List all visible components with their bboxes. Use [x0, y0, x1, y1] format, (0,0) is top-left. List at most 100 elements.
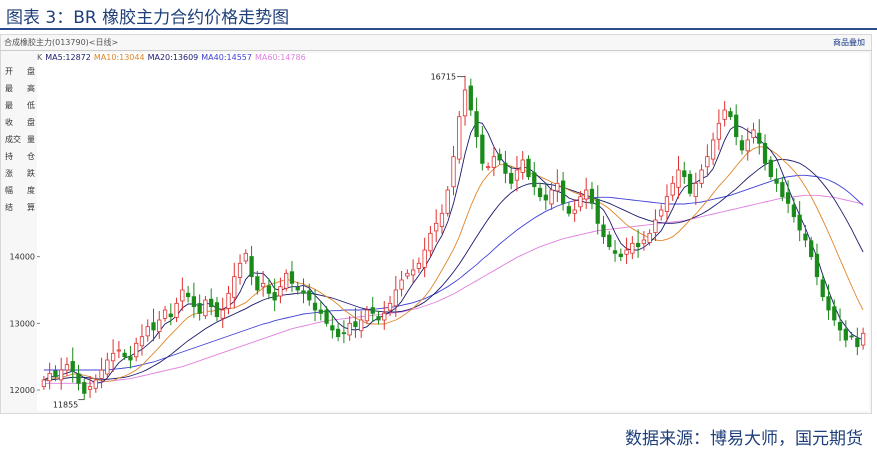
legend-entry: MA20:13609 [147, 53, 199, 62]
side-panel-label: 高 [27, 84, 35, 93]
candle-body [572, 209, 577, 214]
ma-line-ma5 [43, 121, 864, 384]
candle-body [578, 196, 583, 208]
candle-body [641, 239, 647, 244]
side-panel-item[interactable]: 最高 [5, 83, 35, 100]
candle-body [555, 182, 560, 192]
candle-body [347, 322, 352, 336]
candle-body [278, 286, 283, 297]
candle-body [768, 159, 773, 178]
side-panel-item[interactable]: 涨跌 [5, 168, 35, 185]
candle-body [457, 116, 462, 160]
candle-body [814, 253, 820, 278]
candle-body [76, 373, 81, 384]
candle-body [105, 359, 110, 375]
candle-body [520, 159, 525, 173]
candle-body [307, 290, 312, 301]
candle-body [497, 153, 502, 161]
high-annotation: 16715 [431, 73, 456, 82]
side-panel-item[interactable]: 成交量 [5, 134, 35, 151]
candle-body [612, 250, 618, 254]
candle-body [509, 172, 514, 184]
candle-body [820, 279, 825, 298]
candle-body [751, 129, 756, 138]
commodity-overlay-button[interactable]: 商品叠加 [833, 38, 865, 47]
candle-body [185, 292, 191, 298]
side-panel-label: 仓 [27, 152, 35, 161]
candle-body [410, 269, 416, 276]
candle-body [826, 296, 831, 311]
candle-body [532, 172, 537, 188]
candle-body [710, 139, 716, 160]
candle-body [393, 289, 398, 307]
candle-body [774, 178, 779, 184]
low-annotation: 11855 [53, 401, 78, 410]
candle-body [439, 212, 445, 227]
candle-body [295, 286, 300, 291]
candle-body [734, 114, 739, 138]
side-panel-label: 跌 [27, 169, 35, 178]
candle-body [803, 233, 808, 241]
candle-body [451, 156, 456, 188]
candle-body [376, 316, 381, 321]
candle-body [676, 169, 681, 188]
side-panel-label: 持 [5, 152, 13, 161]
side-panel-item[interactable]: 最低 [5, 100, 35, 117]
candle-body [41, 379, 47, 388]
candle-body [843, 328, 848, 341]
side-panel-label: 最 [5, 84, 13, 93]
candle-body [728, 111, 733, 118]
candle-body [405, 272, 410, 277]
candle-body [128, 356, 133, 361]
side-panel-label: 盘 [27, 67, 35, 76]
y-tick-label: 13000 [10, 319, 35, 328]
candle-body [647, 232, 652, 243]
candle-body [514, 169, 520, 181]
figure-title: 图表 3：BR 橡胶主力合约价格走势图 [6, 8, 290, 28]
candle-body [849, 335, 854, 338]
candle-body [249, 256, 254, 278]
candle-body [301, 290, 306, 294]
candle-body [168, 313, 173, 318]
y-tick-label: 14000 [10, 253, 35, 262]
side-panel-label: 量 [27, 135, 35, 144]
candle-body [785, 192, 791, 204]
side-panel-label: 幅 [5, 186, 13, 195]
candle-body [203, 299, 208, 317]
candle-body [209, 298, 214, 308]
side-panel-item[interactable]: 开盘 [5, 66, 35, 83]
candle-body [341, 332, 347, 335]
side-panel-item[interactable]: 持仓 [5, 151, 35, 168]
candle-body [832, 306, 837, 321]
candle-body [624, 249, 629, 255]
candle-body [387, 302, 393, 311]
candle-body [226, 292, 231, 309]
candle-body [87, 386, 93, 390]
candle-body [560, 180, 566, 204]
candle-body [272, 292, 277, 301]
candle-body [370, 307, 375, 314]
candle-body [682, 170, 687, 178]
candle-body [797, 214, 802, 231]
candle-body [220, 309, 225, 319]
candle-body [359, 319, 364, 332]
candle-body [474, 111, 479, 138]
side-panel-item[interactable]: 收盘 [5, 117, 35, 134]
candle-body [139, 336, 145, 347]
candle-body [566, 206, 572, 214]
legend-k-label: K [37, 53, 43, 62]
candle-body [670, 182, 675, 196]
side-panel-item[interactable]: 幅度 [5, 185, 35, 202]
candle-body [837, 321, 843, 331]
legend-entry: MA5:12872 [45, 53, 91, 62]
candle-body [526, 158, 531, 178]
candle-body [214, 302, 220, 318]
candle-body [232, 276, 237, 298]
candle-body [780, 182, 785, 198]
side-panel-item[interactable]: 结算 [5, 202, 35, 219]
candle-body [653, 219, 658, 233]
candle-body [462, 89, 468, 117]
candle-body [122, 352, 127, 358]
candle-body [191, 296, 197, 308]
